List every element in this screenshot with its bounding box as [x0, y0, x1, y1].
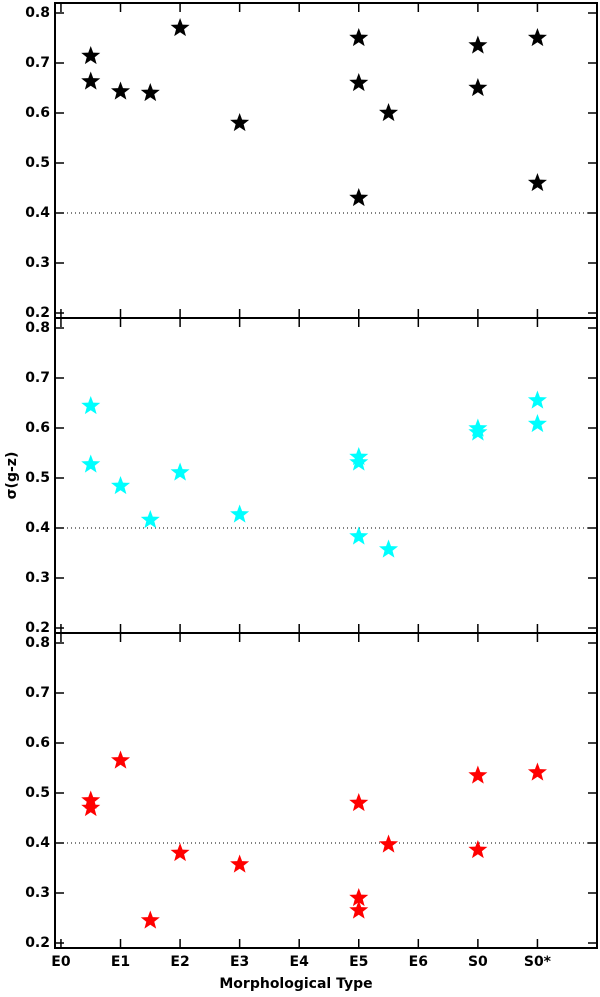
star-point — [349, 452, 369, 471]
y-tick-label: 0.8 — [25, 320, 50, 336]
star-point — [111, 750, 131, 769]
star-point — [379, 539, 399, 558]
y-tick-label: 0.4 — [25, 205, 50, 221]
star-point — [349, 73, 369, 92]
star-point — [468, 78, 488, 97]
y-tick-label: 0.7 — [25, 55, 50, 71]
x-tick-label: E4 — [290, 954, 310, 970]
star-point — [379, 103, 399, 122]
star-point — [81, 71, 101, 90]
star-point — [349, 900, 369, 919]
y-tick-label: 0.7 — [25, 685, 50, 701]
star-point — [349, 793, 369, 812]
y-tick-label: 0.2 — [25, 620, 50, 636]
y-tick-label: 0.5 — [25, 785, 50, 801]
star-point — [468, 765, 488, 784]
star-point — [140, 910, 160, 929]
x-tick-label: E6 — [409, 954, 428, 970]
star-point — [527, 28, 547, 47]
y-tick-label: 0.4 — [25, 520, 50, 536]
star-point — [468, 840, 488, 859]
x-tick-label: S0* — [524, 954, 552, 970]
star-point — [170, 843, 190, 862]
y-tick-label: 0.6 — [25, 735, 50, 751]
plot-frame — [54, 2, 598, 319]
y-tick-label: 0.6 — [25, 105, 50, 121]
y-tick-label: 0.5 — [25, 470, 50, 486]
star-point — [349, 526, 369, 545]
x-axis-label: Morphological Type — [219, 976, 372, 992]
plot-frame — [54, 317, 598, 634]
y-tick-label: 0.3 — [25, 570, 50, 586]
star-point — [230, 854, 250, 873]
star-point — [230, 113, 250, 132]
star-point — [468, 35, 488, 54]
star-point — [140, 510, 160, 529]
star-point — [468, 422, 488, 441]
star-point — [170, 18, 190, 37]
star-point — [527, 390, 547, 409]
star-point — [170, 462, 190, 481]
star-point — [81, 396, 101, 415]
x-tick-label: E2 — [170, 954, 189, 970]
x-tick-label: E0 — [51, 954, 71, 970]
y-tick-label: 0.8 — [25, 635, 50, 651]
star-point — [111, 476, 131, 495]
y-tick-label: 0.7 — [25, 370, 50, 386]
star-point — [527, 762, 547, 781]
star-point — [111, 81, 131, 100]
y-axis-label: σ(g-z) — [4, 452, 20, 500]
star-point — [527, 414, 547, 433]
y-tick-label: 0.2 — [25, 305, 50, 321]
star-point — [379, 834, 399, 853]
y-tick-label: 0.3 — [25, 885, 50, 901]
star-point — [349, 888, 369, 907]
star-point — [81, 46, 101, 65]
plot-frame — [54, 632, 598, 949]
star-point — [230, 504, 250, 523]
y-tick-label: 0.3 — [25, 255, 50, 271]
y-tick-label: 0.4 — [25, 835, 50, 851]
star-point — [527, 173, 547, 192]
star-point — [349, 28, 369, 47]
x-tick-label: E5 — [349, 954, 368, 970]
star-point — [81, 454, 101, 473]
star-point — [349, 188, 369, 207]
x-tick-label: E1 — [111, 954, 130, 970]
star-point — [81, 798, 101, 817]
y-tick-label: 0.6 — [25, 420, 50, 436]
y-tick-label: 0.8 — [25, 5, 50, 21]
y-tick-label: 0.5 — [25, 155, 50, 171]
y-tick-label: 0.2 — [25, 935, 50, 951]
x-tick-label: E3 — [230, 954, 249, 970]
x-tick-label: S0 — [468, 954, 488, 970]
star-point — [140, 83, 160, 102]
